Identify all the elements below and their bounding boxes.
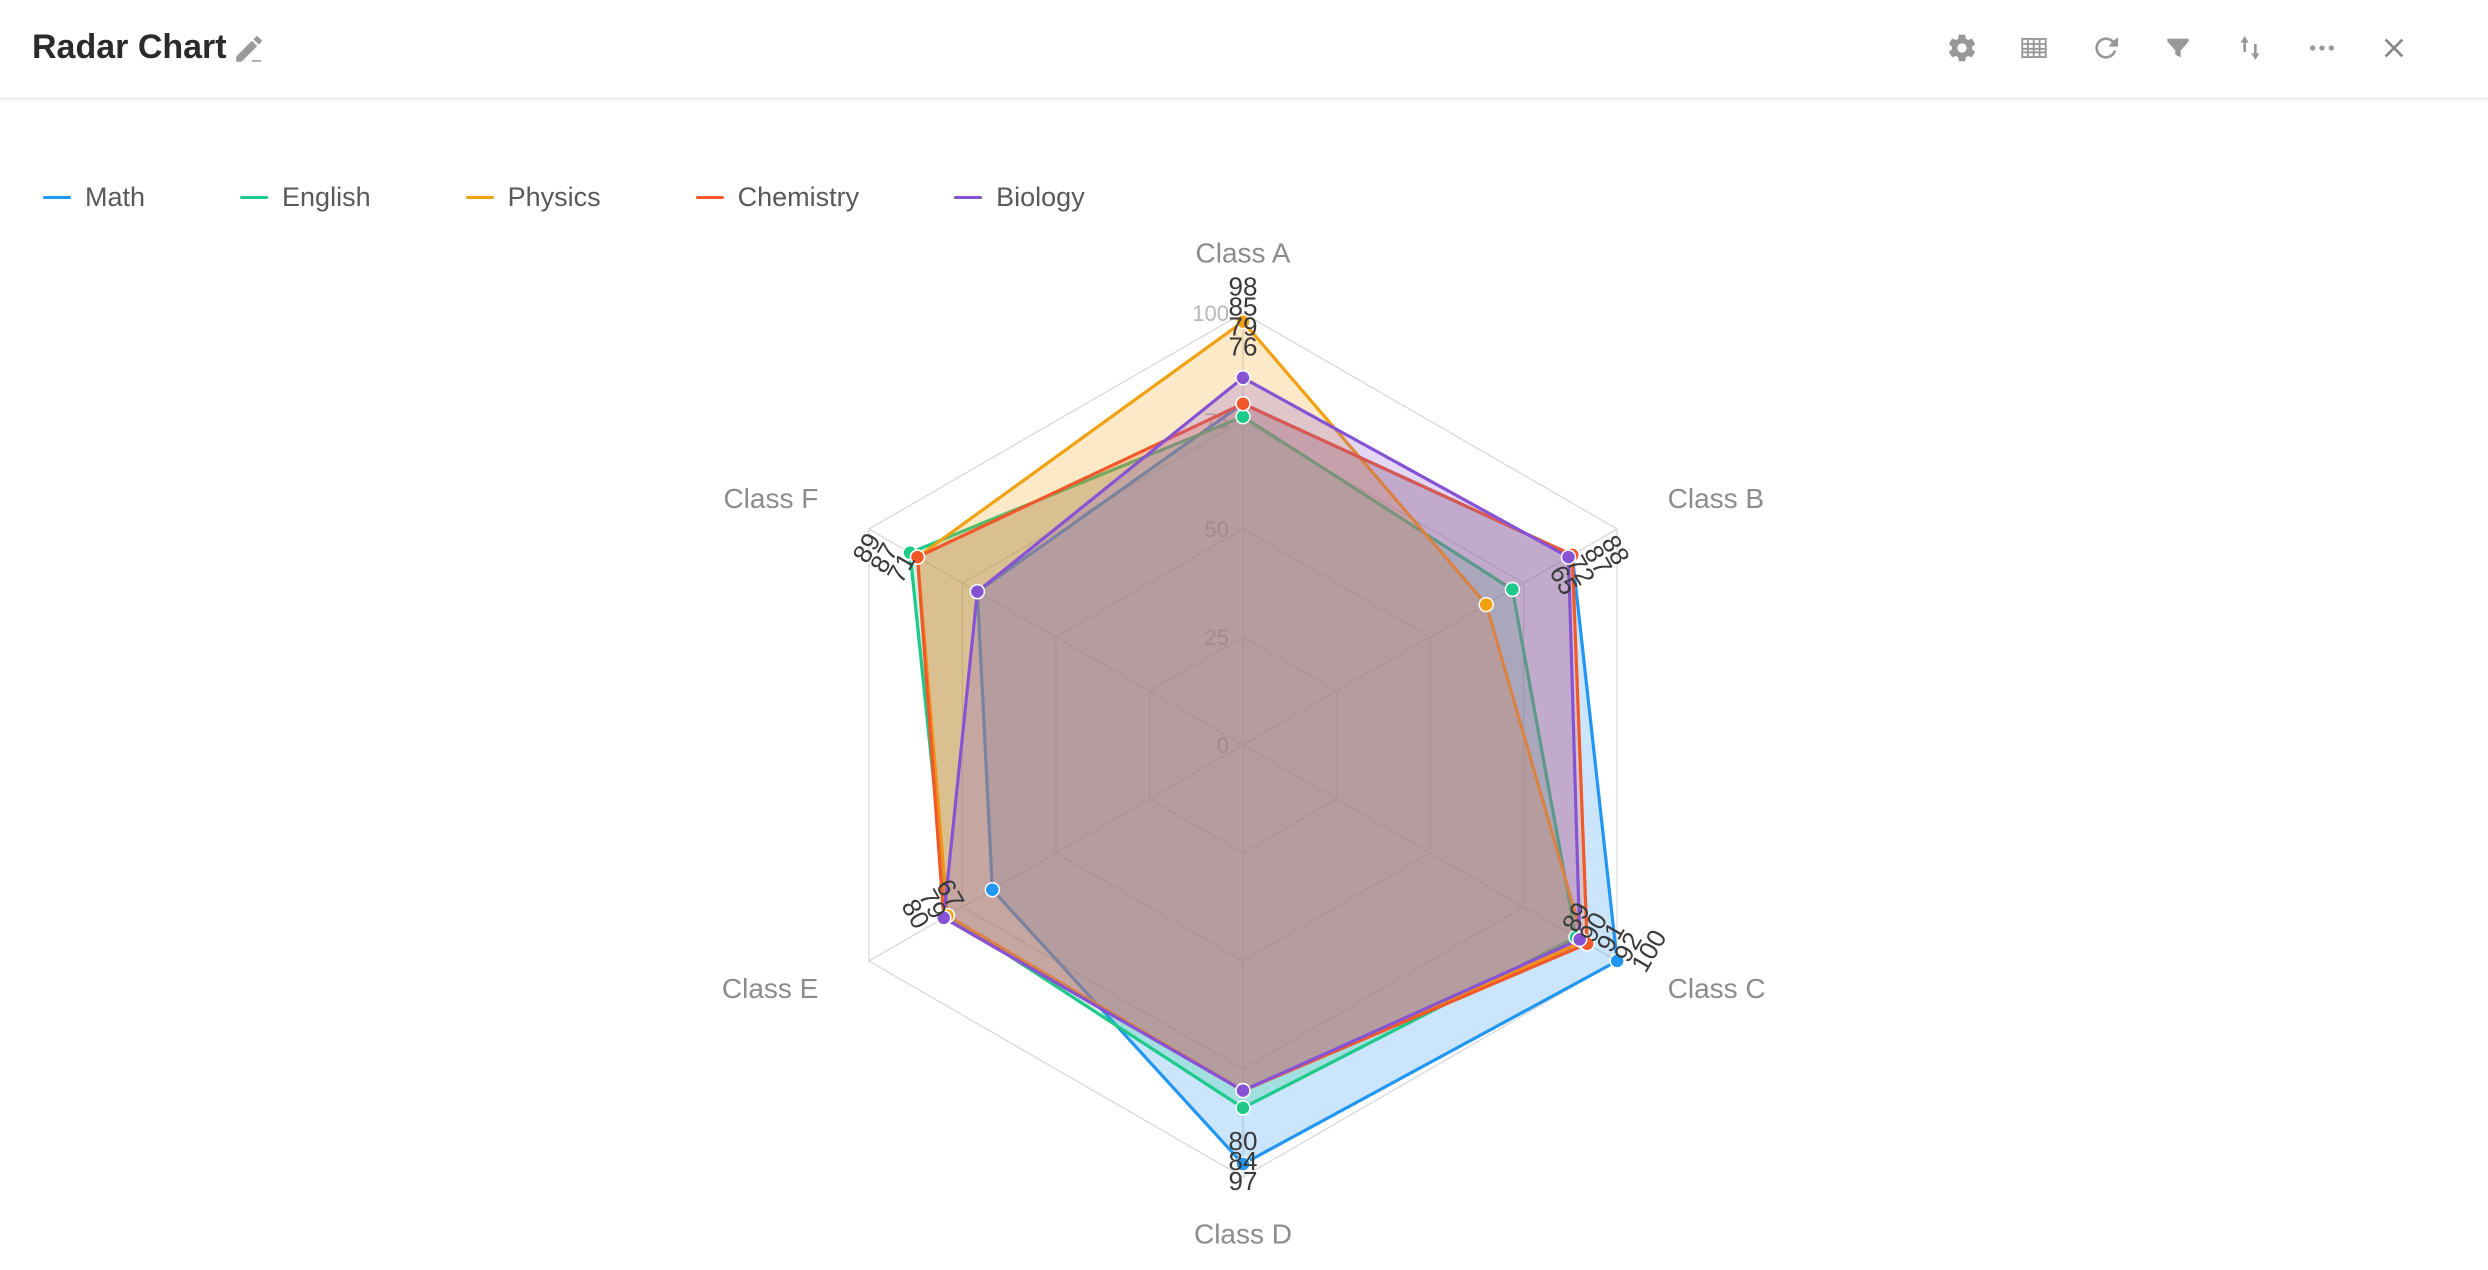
svg-text:Class A: Class A — [1196, 238, 1291, 269]
svg-text:76: 76 — [1229, 332, 1258, 362]
svg-text:Class C: Class C — [1668, 973, 1766, 1004]
svg-text:Class E: Class E — [722, 973, 818, 1004]
svg-text:100: 100 — [1192, 301, 1229, 326]
svg-text:Class F: Class F — [723, 483, 818, 514]
svg-text:Class D: Class D — [1194, 1218, 1292, 1249]
svg-text:80: 80 — [1229, 1126, 1258, 1156]
svg-text:Class B: Class B — [1668, 483, 1764, 514]
